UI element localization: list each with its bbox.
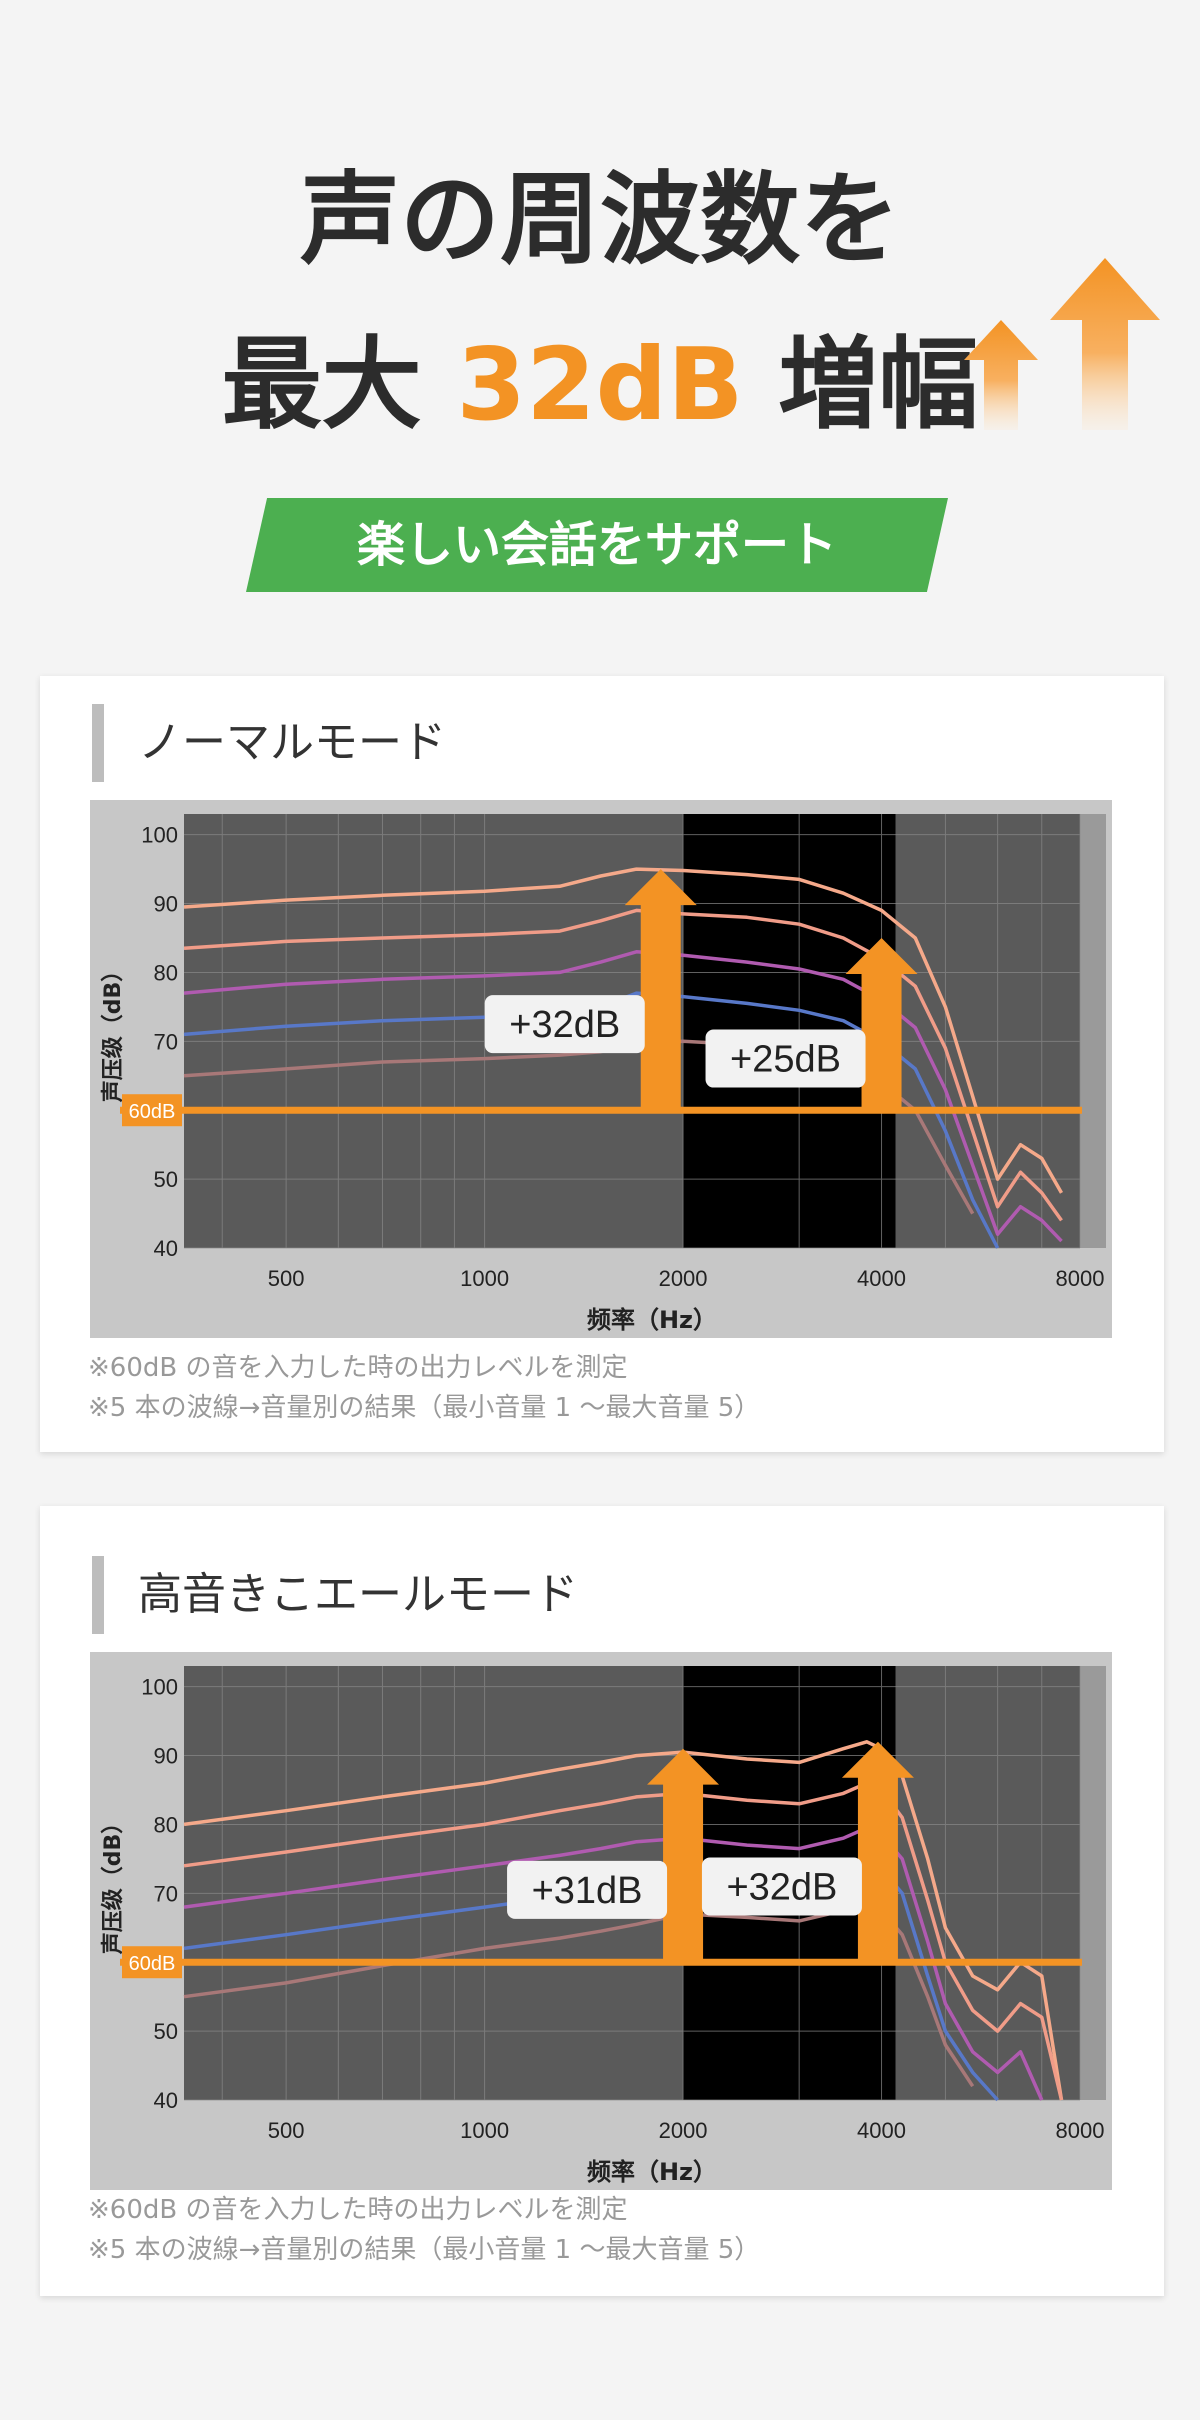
y-tick-label: 70: [154, 1029, 178, 1054]
reference-label: 60dB: [129, 1953, 176, 1975]
y-tick-label: 40: [154, 1236, 178, 1261]
series-line: [183, 1781, 1064, 2101]
treble-mode-card: 高音きこエールモード 40506070809010050010002000400…: [40, 1506, 1164, 2296]
frequency-response-chart: 4050607080901005001000200040008000频率（Hz）…: [90, 1652, 1112, 2190]
gain-label: +32dB: [509, 1004, 620, 1046]
gain-label: +25dB: [730, 1039, 841, 1081]
reference-badge: [122, 1946, 182, 1979]
x-tick-label: 2000: [659, 1266, 708, 1291]
y-tick-label: 90: [154, 892, 178, 917]
y-tick-label: 100: [141, 823, 178, 848]
normal-mode-card: ノーマルモード 40506070809010050010002000400080…: [40, 676, 1164, 1452]
note-line: ※5 本の波線→音量別の結果（最小音量 1 ～最大音量 5）: [88, 1393, 761, 1423]
note-line: ※60dB の音を入力した時の出力レベルを測定: [88, 1353, 628, 1383]
x-tick-label: 1000: [460, 1266, 509, 1291]
note-line: ※5 本の波線→音量別の結果（最小音量 1 ～最大音量 5）: [88, 2235, 761, 2265]
scrollbar-strip: [1080, 1666, 1106, 2100]
y-tick-label: 70: [154, 1881, 178, 1906]
x-tick-label: 500: [268, 2118, 305, 2143]
y-axis-label: 声压级（dB）: [100, 1812, 126, 1956]
series-line: [183, 1901, 975, 2088]
measurement-notes: ※60dB の音を入力した時の出力レベルを測定 ※5 本の波線→音量別の結果（最…: [88, 1348, 760, 1428]
treble-mode-chart: 4050607080901005001000200040008000频率（Hz）…: [90, 1652, 1112, 2190]
series-line: [183, 950, 1063, 1243]
headline-prefix: 最大: [221, 326, 457, 443]
gain-label-box: [484, 995, 645, 1054]
gain-label: +31dB: [532, 1870, 643, 1912]
y-tick-label: 100: [141, 1675, 178, 1700]
support-banner: 楽しい会話をサポート: [246, 498, 948, 592]
note-line: ※60dB の音を入力した時の出力レベルを測定: [88, 2195, 628, 2225]
gain-label-box: [705, 1029, 866, 1088]
series-line: [183, 908, 1063, 1222]
x-axis-label: 频率（Hz）: [587, 1306, 717, 1334]
headline-line1: 声の周波数を: [300, 161, 900, 278]
series-line: [183, 1039, 975, 1215]
reference-badge: [122, 1094, 182, 1127]
x-tick-label: 500: [268, 1266, 305, 1291]
scrollbar-strip: [1080, 814, 1106, 1248]
normal-mode-chart: 4050607080901005001000200040008000频率（Hz）…: [90, 800, 1112, 1338]
y-tick-label: 80: [154, 960, 178, 985]
x-tick-label: 2000: [659, 2118, 708, 2143]
series-line: [183, 1826, 1044, 2101]
series-line: [183, 991, 1000, 1249]
series-line: [183, 1740, 1064, 2101]
x-tick-label: 4000: [857, 2118, 906, 2143]
x-axis-label: 频率（Hz）: [587, 2158, 717, 2186]
y-tick-label: 40: [154, 2088, 178, 2113]
frequency-response-chart: 4050607080901005001000200040008000频率（Hz）…: [90, 800, 1112, 1338]
grid-lines: [184, 1666, 1081, 2101]
y-axis-label: 声压级（dB）: [100, 960, 126, 1104]
y-tick-label: 90: [154, 1744, 178, 1769]
measurement-notes: ※60dB の音を入力した時の出力レベルを測定 ※5 本の波線→音量別の結果（最…: [88, 2190, 760, 2270]
headline-accent-value: 32dB: [456, 326, 744, 443]
up-arrows-icon: [964, 258, 1160, 430]
y-tick-label: 50: [154, 2019, 178, 2044]
gain-label-box: [507, 1860, 668, 1919]
headline-suffix: 増幅: [743, 326, 979, 443]
gain-label: +32dB: [726, 1866, 837, 1908]
card-title: ノーマルモード: [92, 704, 446, 782]
x-tick-label: 8000: [1056, 1266, 1105, 1291]
headline-line2: 最大 32dB 増幅: [0, 320, 1200, 450]
card-title: 高音きこエールモード: [92, 1556, 578, 1634]
x-tick-label: 1000: [460, 2118, 509, 2143]
series-line: [183, 867, 1064, 1194]
x-tick-label: 4000: [857, 1266, 906, 1291]
reference-label: 60dB: [129, 1101, 176, 1123]
y-tick-label: 50: [154, 1167, 178, 1192]
y-tick-label: 80: [154, 1812, 178, 1837]
x-tick-label: 8000: [1056, 2118, 1105, 2143]
gain-label-box: [701, 1857, 862, 1916]
